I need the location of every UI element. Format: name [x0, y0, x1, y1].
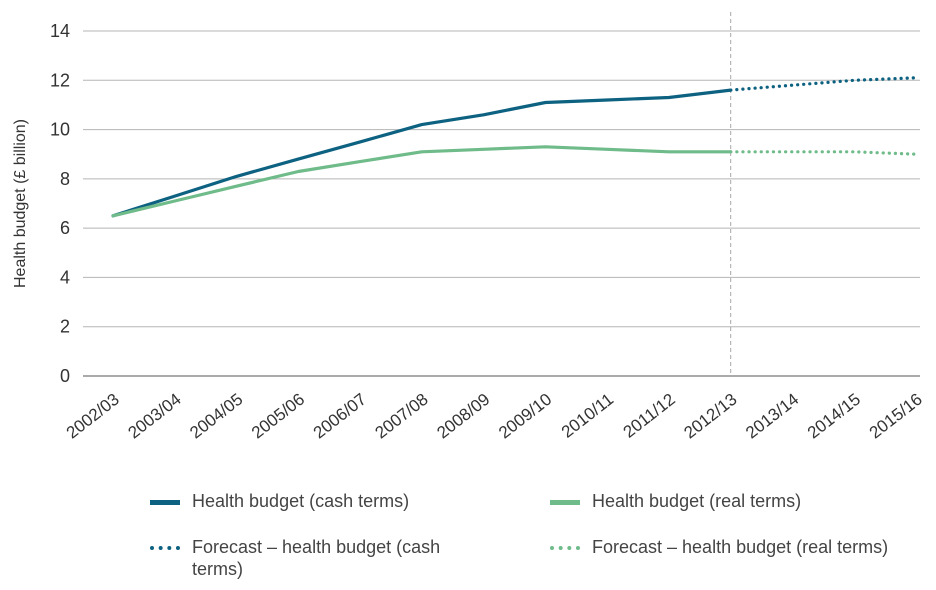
x-tick-label: 2008/09 [433, 390, 493, 443]
legend-item-forecast-real: Forecast – health budget (real terms) [550, 536, 892, 558]
x-tick-label: 2012/13 [680, 390, 740, 443]
y-tick-label: 8 [60, 169, 70, 189]
series-line-0 [111, 88, 733, 218]
x-tick-label: 2010/11 [558, 390, 617, 442]
y-tick-label: 0 [60, 366, 70, 386]
legend-label-forecast-cash: Forecast – health budget (cash terms) [192, 537, 441, 579]
legend-item-real: Health budget (real terms) [550, 490, 892, 512]
y-axis-label: Health budget (£ billion) [12, 119, 29, 288]
y-tick-label: 10 [50, 120, 70, 140]
legend-item-forecast-cash: Forecast – health budget (cash terms) [150, 536, 492, 580]
x-tick-label: 2009/10 [495, 390, 555, 443]
series-line-1 [111, 145, 733, 218]
legend-line-real-icon [550, 500, 580, 505]
x-tick-label: 2005/06 [248, 390, 308, 443]
x-tick-label: 2004/05 [186, 390, 246, 443]
legend-line-forecast-real-icon [550, 546, 580, 550]
x-tick-label: 2013/14 [742, 390, 802, 443]
legend-label-forecast-real: Forecast – health budget (real terms) [592, 537, 889, 557]
y-tick-label: 2 [60, 317, 70, 337]
x-tick-label: 2011/12 [620, 390, 679, 442]
x-tick-label: 2002/03 [63, 390, 123, 443]
series-line-2 [729, 76, 918, 92]
y-tick-label: 6 [60, 218, 70, 238]
legend-item-cash: Health budget (cash terms) [150, 490, 492, 512]
legend-label-real: Health budget (real terms) [592, 491, 802, 511]
x-tick-label: 2007/08 [372, 390, 432, 443]
y-tick-label: 4 [60, 267, 70, 287]
legend: Health budget (cash terms) Health budget… [150, 490, 910, 585]
legend-label-cash: Health budget (cash terms) [192, 491, 410, 511]
y-tick-label: 14 [50, 21, 70, 41]
legend-line-forecast-cash-icon [150, 546, 180, 550]
x-tick-label: 2015/16 [866, 390, 926, 443]
x-tick-label: 2003/04 [124, 390, 184, 443]
legend-line-cash-icon [150, 500, 180, 505]
y-tick-label: 12 [50, 70, 70, 90]
series-line-3 [729, 150, 918, 156]
x-tick-label: 2006/07 [310, 390, 370, 443]
x-tick-label: 2014/15 [804, 390, 864, 443]
